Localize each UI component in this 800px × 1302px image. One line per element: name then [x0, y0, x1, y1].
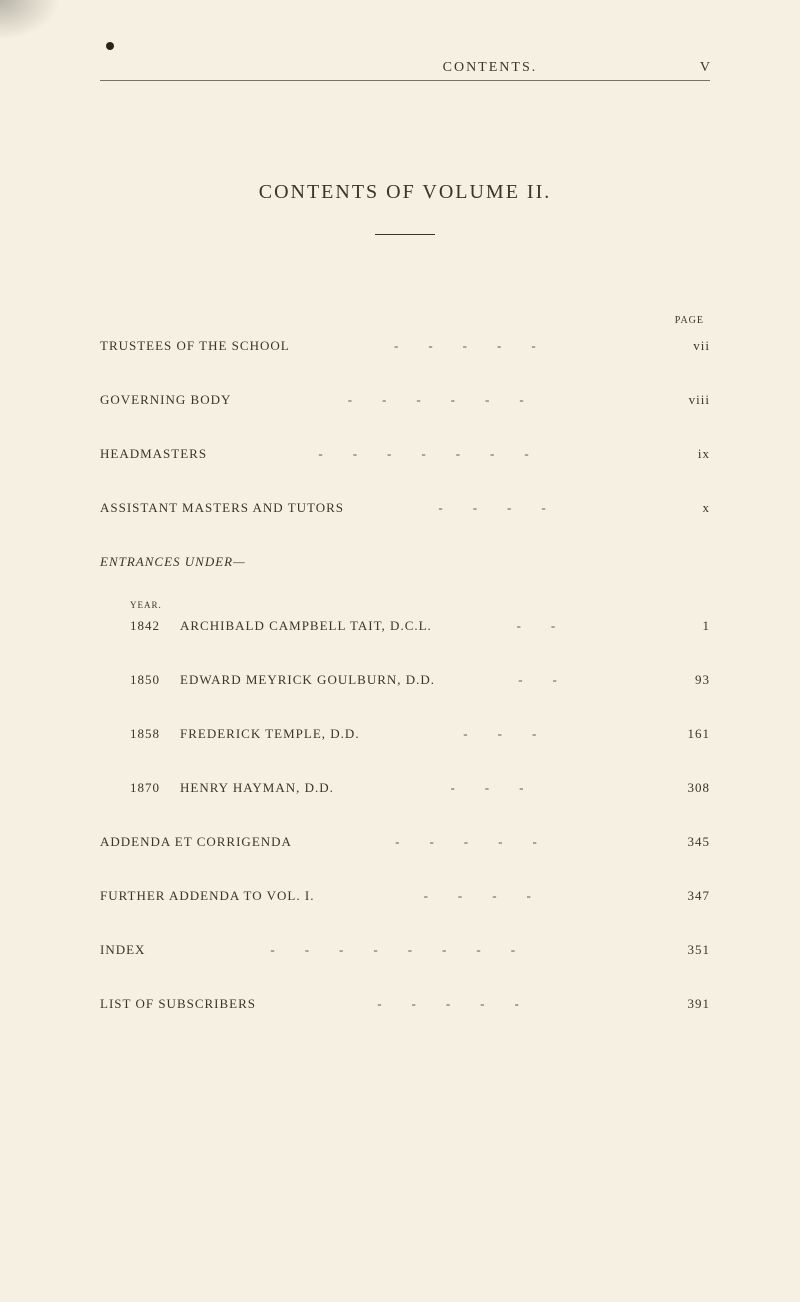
year-entry-leader: --- — [360, 726, 670, 742]
toc-entry-leader: ----- — [256, 996, 670, 1012]
toc-entry: ASSISTANT MASTERS AND TUTORS----x — [100, 500, 710, 516]
toc-entry-leader: ---- — [344, 500, 670, 516]
toc-entry-leader: -------- — [145, 942, 670, 958]
scan-corner-shadow — [0, 0, 60, 40]
toc-entry: INDEX--------351 — [100, 942, 710, 958]
page-column-label: PAGE — [100, 315, 710, 326]
toc-entry: ADDENDA ET CORRIGENDA-----345 — [100, 834, 710, 850]
toc-entry-page: ix — [670, 446, 710, 462]
toc-entry-leader: ------- — [207, 446, 670, 462]
toc-entry: HEADMASTERS-------ix — [100, 446, 710, 462]
page-number-top: V — [700, 60, 710, 76]
toc-entry-label: INDEX — [100, 942, 145, 958]
year-entry-year: 1858 — [100, 726, 180, 742]
year-entry: 1842ARCHIBALD CAMPBELL TAIT, D.C.L.--1 — [100, 618, 710, 634]
toc-entry-page: 391 — [670, 996, 710, 1012]
year-entry-name: FREDERICK TEMPLE, D.D. — [180, 726, 360, 742]
year-entry: 1870HENRY HAYMAN, D.D.---308 — [100, 780, 710, 796]
year-column-label: YEAR. — [130, 600, 710, 610]
year-entry-page: 161 — [670, 726, 710, 742]
year-entry-year: 1850 — [100, 672, 180, 688]
toc-entry-label: GOVERNING BODY — [100, 392, 231, 408]
year-entry-name: HENRY HAYMAN, D.D. — [180, 780, 334, 796]
entrances-heading: ENTRANCES UNDER— — [100, 554, 710, 570]
year-entry-year: 1842 — [100, 618, 180, 634]
year-entry-leader: --- — [334, 780, 670, 796]
toc-entry-label: HEADMASTERS — [100, 446, 207, 462]
year-entry-page: 93 — [670, 672, 710, 688]
year-entry-year: 1870 — [100, 780, 180, 796]
toc-entry-leader: ------ — [231, 392, 670, 408]
toc-entry-page: 345 — [670, 834, 710, 850]
toc-entry-page: 347 — [670, 888, 710, 904]
toc-entry: GOVERNING BODY------viii — [100, 392, 710, 408]
year-entry-leader: -- — [432, 618, 670, 634]
toc-entry: TRUSTEES OF THE SCHOOL-----vii — [100, 338, 710, 354]
page-header: CONTENTS. V — [100, 60, 710, 81]
toc-entry-label: TRUSTEES OF THE SCHOOL — [100, 338, 290, 354]
toc-entry: FURTHER ADDENDA TO VOL. I.----347 — [100, 888, 710, 904]
year-entry: 1858FREDERICK TEMPLE, D.D.---161 — [100, 726, 710, 742]
year-entries: 1842ARCHIBALD CAMPBELL TAIT, D.C.L.--118… — [100, 618, 710, 796]
title-rule — [375, 234, 435, 235]
running-head: CONTENTS. — [443, 60, 538, 76]
toc-entry-label: LIST OF SUBSCRIBERS — [100, 996, 256, 1012]
toc-entry-page: vii — [670, 338, 710, 354]
top-entries: TRUSTEES OF THE SCHOOL-----vii GOVERNING … — [100, 338, 710, 516]
toc-entry-label: FURTHER ADDENDA TO VOL. I. — [100, 888, 314, 904]
toc-entry: LIST OF SUBSCRIBERS-----391 — [100, 996, 710, 1012]
toc-entry-label: ADDENDA ET CORRIGENDA — [100, 834, 292, 850]
scan-artifact-dot — [106, 42, 114, 50]
toc-entry-page: 351 — [670, 942, 710, 958]
year-entry-name: EDWARD MEYRICK GOULBURN, D.D. — [180, 672, 435, 688]
year-entry-name: ARCHIBALD CAMPBELL TAIT, D.C.L. — [180, 618, 432, 634]
year-entry: 1850EDWARD MEYRICK GOULBURN, D.D.--93 — [100, 672, 710, 688]
toc-entry-label: ASSISTANT MASTERS AND TUTORS — [100, 500, 344, 516]
year-entry-page: 1 — [670, 618, 710, 634]
toc-entry-leader: ---- — [314, 888, 670, 904]
contents-title: CONTENTS OF VOLUME II. — [100, 181, 710, 204]
toc-entry-leader: ----- — [292, 834, 670, 850]
year-entry-page: 308 — [670, 780, 710, 796]
toc-entry-page: x — [670, 500, 710, 516]
year-entry-leader: -- — [435, 672, 670, 688]
toc-entry-leader: ----- — [290, 338, 670, 354]
bottom-entries: ADDENDA ET CORRIGENDA-----345FURTHER ADD… — [100, 834, 710, 1012]
toc-entry-page: viii — [670, 392, 710, 408]
